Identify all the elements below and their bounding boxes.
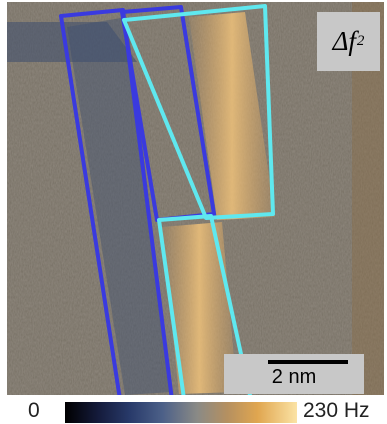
- scalebar: 2 nm: [224, 354, 364, 394]
- quantity-tag: Δf 2: [317, 12, 380, 71]
- overlay-upper-right-box: [122, 4, 275, 220]
- colorbar-max-label: 230 Hz: [303, 399, 370, 422]
- overlay-upper-left-box: [120, 5, 216, 222]
- dark-left-stripe: [67, 17, 172, 395]
- colorbar-min-label: 0: [28, 399, 40, 422]
- scalebar-label: 2 nm: [271, 366, 317, 388]
- quantity-subscript: 2: [356, 33, 365, 49]
- scalebar-line: [268, 360, 348, 364]
- bright-upper-stripe: [189, 12, 275, 220]
- quantity-symbol: Δf: [332, 26, 356, 56]
- bright-lower-stripe: [162, 222, 237, 394]
- dark-top-band: [7, 22, 137, 62]
- overlay-lower-right-box: [157, 214, 252, 395]
- afm-image: Δf 2 2 nm: [7, 2, 384, 395]
- colorbar: [65, 402, 297, 423]
- overlay-lower-left-box: [59, 8, 174, 395]
